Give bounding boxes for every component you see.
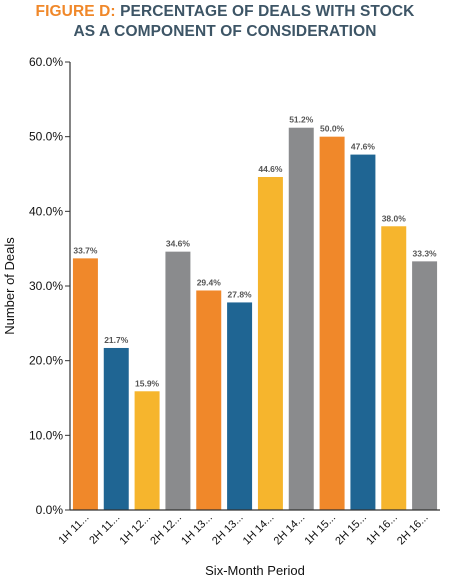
x-tick-label: 1H 14... [241,512,277,548]
x-tick-label: 1H 12... [117,512,153,548]
chart-title: FIGURE D: PERCENTAGE OF DEALS WITH STOCK… [0,2,450,42]
bar [319,136,345,511]
x-tick-label: 2H 14... [272,512,308,548]
x-tick-label: 1H 13... [179,512,215,548]
data-label: 21.7% [104,335,129,345]
data-label: 34.6% [166,239,191,249]
bar [227,302,253,510]
bar [350,154,376,510]
data-label: 33.7% [73,245,98,255]
data-label: 51.2% [289,115,314,125]
bar [288,127,314,511]
y-axis-label: Number of Deals [2,237,17,335]
x-axis-tick-labels: 1H 11...2H 11...1H 12...2H 12...1H 13...… [56,512,430,548]
y-tick-label: 50.0% [29,130,63,144]
title-text-line-2: AS A COMPONENT OF CONSIDERATION [73,23,377,40]
x-tick-label: 2H 11... [87,512,122,547]
x-axis-label: Six-Month Period [205,563,305,578]
data-label: 44.6% [258,164,283,174]
x-tick-label: 2H 13... [210,512,246,548]
y-tick-label: 60.0% [29,55,63,69]
y-tick-label: 20.0% [29,354,63,368]
data-label: 29.4% [197,277,222,287]
bar [412,261,438,510]
data-label: 38.0% [382,213,407,223]
bar [165,251,191,510]
title-text-line-1: PERCENTAGE OF DEALS WITH STOCK [120,3,415,20]
title-line-1: FIGURE D: PERCENTAGE OF DEALS WITH STOCK [0,2,450,22]
bar [134,391,160,510]
x-tick-label: 1H 15... [302,512,338,548]
y-axis-ticks: 0.0% 10.0% 20.0% 30.0% 40.0% 50.0% 60.0% [29,55,70,517]
figure-prefix: FIGURE D: [35,3,116,20]
bar [257,176,283,511]
x-tick-label: 2H 15... [333,512,369,548]
y-tick-label: 30.0% [29,279,63,293]
data-label: 50.0% [320,124,345,134]
data-labels: 33.7% 21.7% 15.9% 34.6% 29.4% 27.8% 44.6% 51.2%… [73,115,437,389]
y-tick-label: 40.0% [29,204,63,218]
data-label: 33.3% [413,248,438,258]
data-label: 27.8% [228,289,253,299]
y-tick-label: 0.0% [36,503,64,517]
x-tick-label: 1H 16... [364,512,400,548]
bar [72,258,98,510]
y-tick-label: 10.0% [29,428,63,442]
bar [103,347,129,510]
bars [72,127,438,511]
x-tick-label: 2H 12... [148,512,184,548]
bar [196,290,222,510]
data-label: 47.6% [351,142,376,152]
data-label: 15.9% [135,378,160,388]
bar [381,226,407,510]
x-tick-label: 2H 16... [395,512,431,548]
